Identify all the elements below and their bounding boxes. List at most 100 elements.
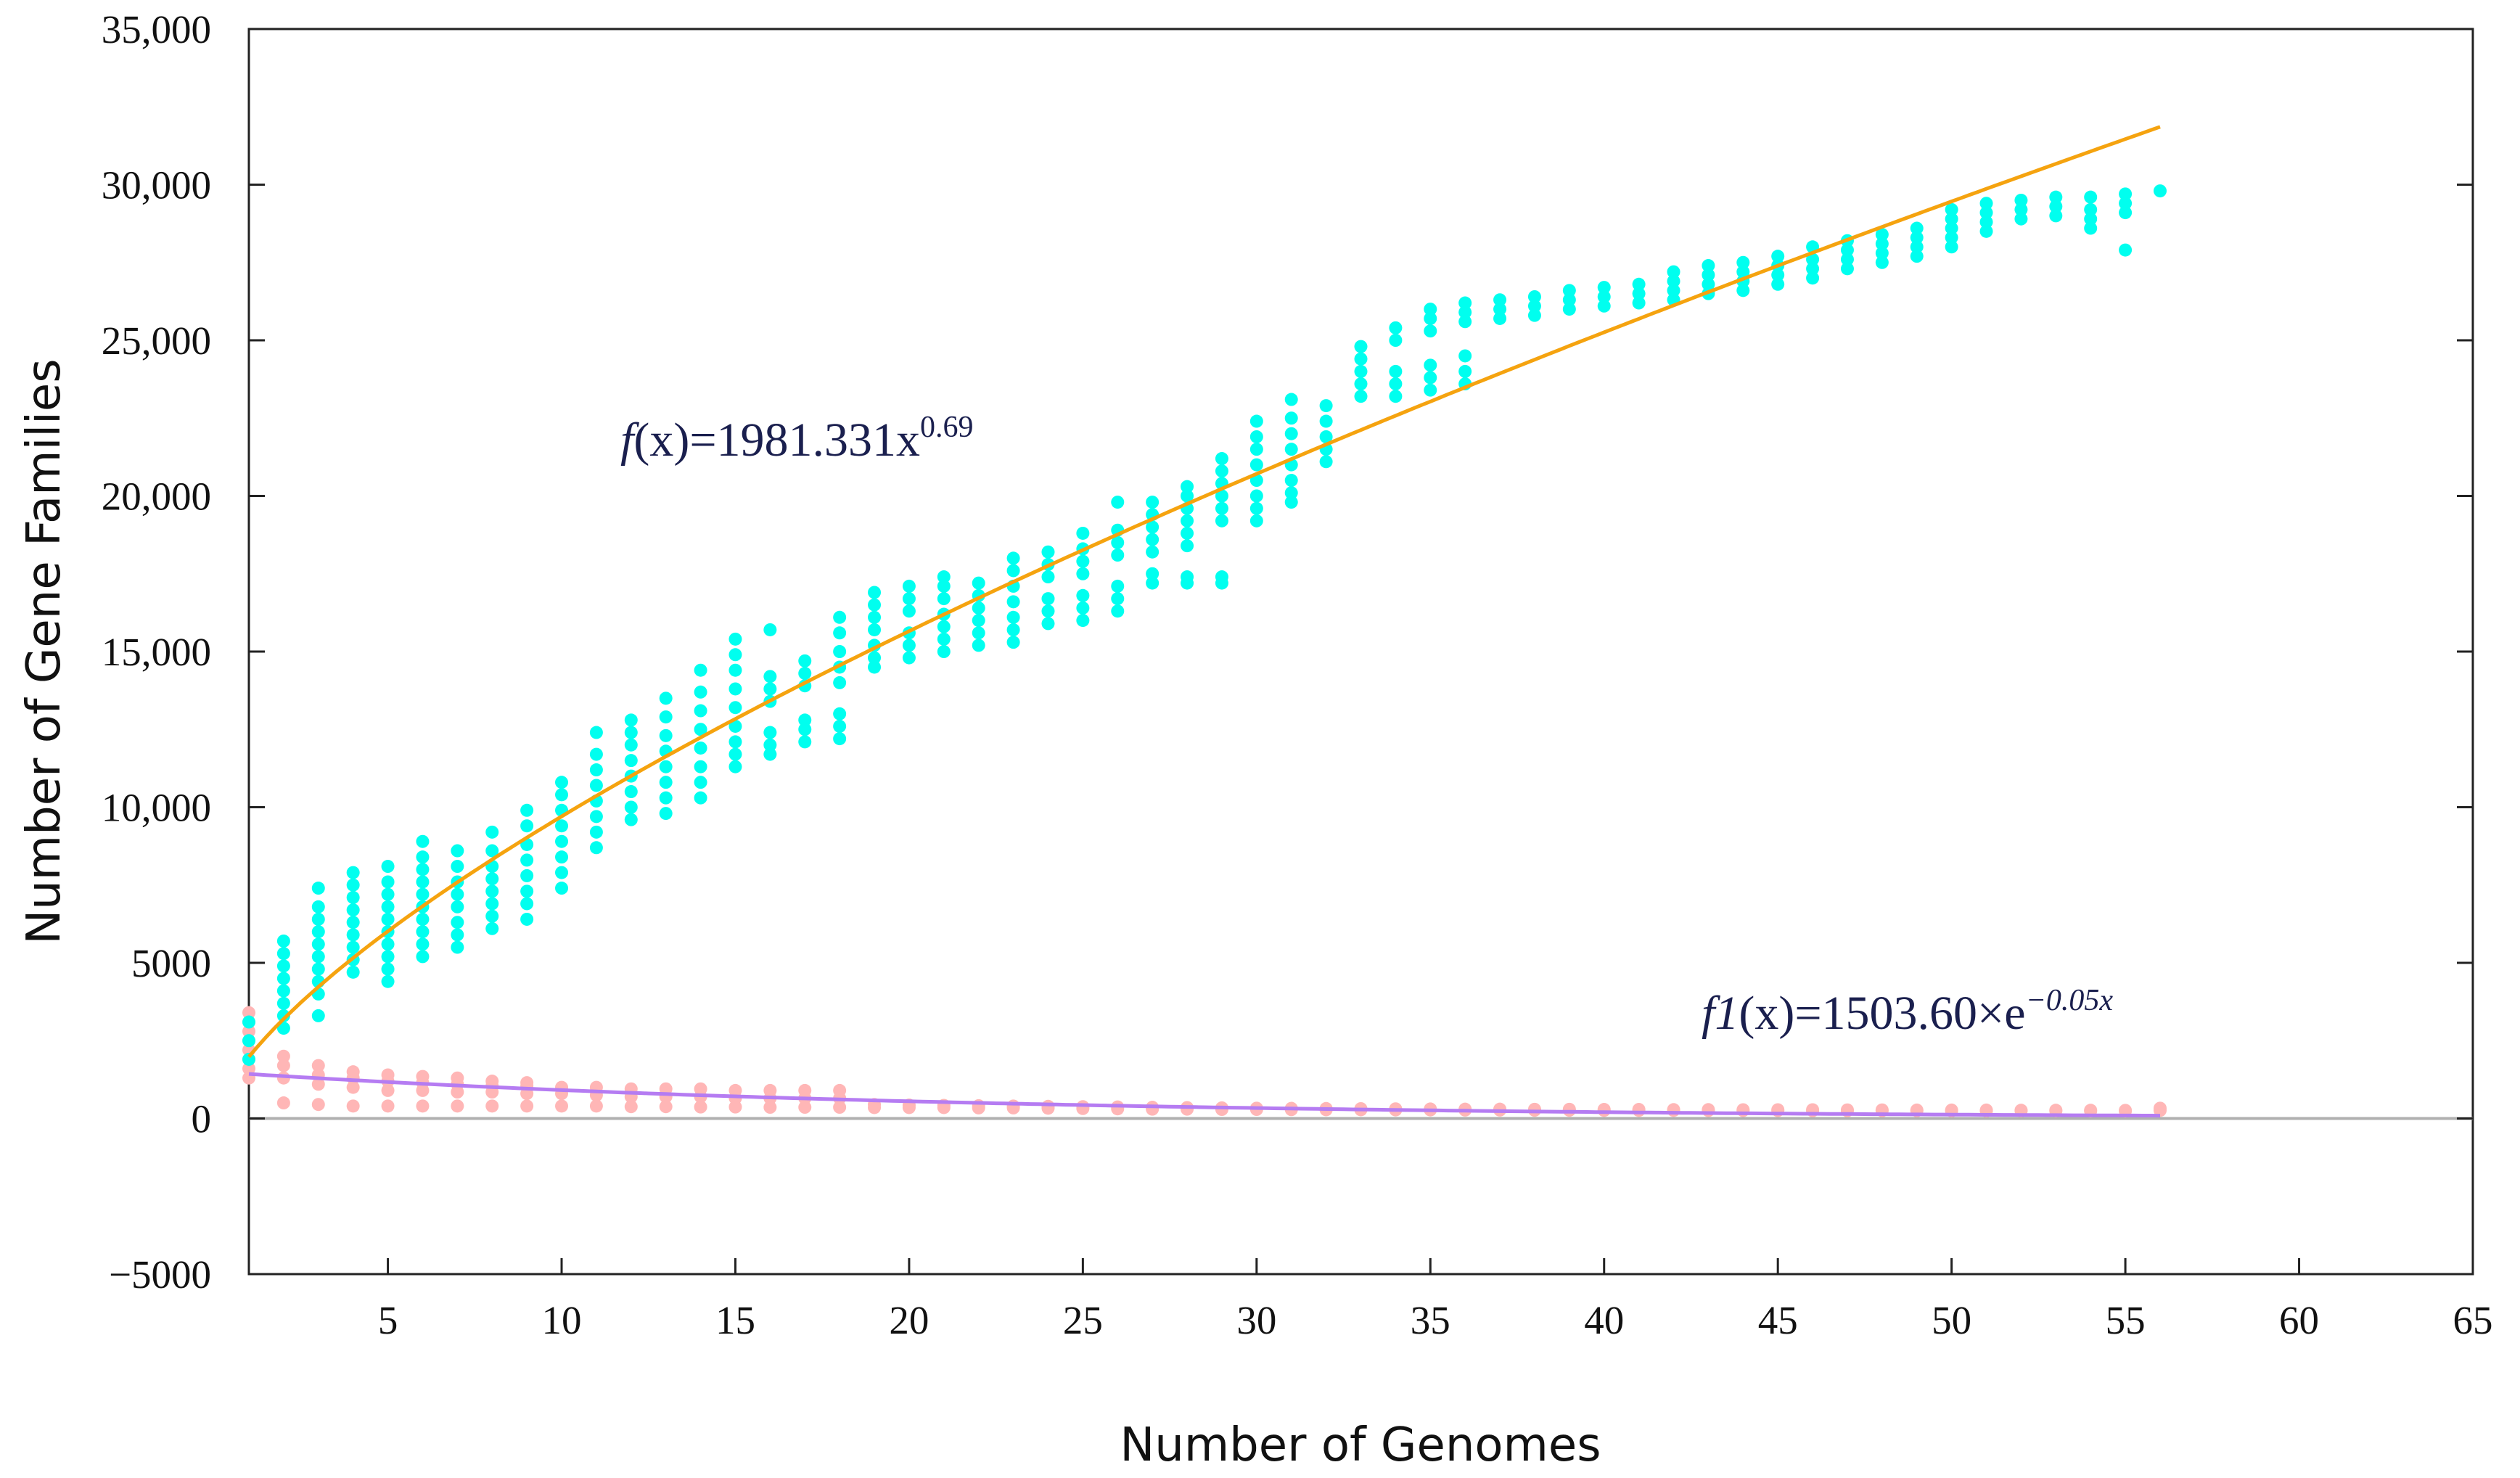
pan-point xyxy=(589,825,603,839)
pan-point xyxy=(1597,299,1611,313)
pan-point xyxy=(1458,349,1472,363)
pan-point xyxy=(694,663,707,677)
pan-point xyxy=(276,996,290,1010)
pan-point xyxy=(520,912,534,926)
pan-point xyxy=(763,726,777,739)
core-point xyxy=(763,1083,777,1097)
pan-point xyxy=(1562,293,1576,307)
pan-point xyxy=(1111,496,1125,509)
pan-point xyxy=(311,937,325,951)
pan-point xyxy=(728,747,742,761)
pan-point xyxy=(1424,324,1437,338)
pan-point xyxy=(346,928,360,942)
pan-point xyxy=(1632,287,1646,300)
pan-point xyxy=(1006,623,1020,636)
pan-point xyxy=(1493,303,1507,316)
pan-point xyxy=(1979,215,1993,229)
pan-point xyxy=(798,723,812,736)
pan-point xyxy=(555,819,569,833)
pan-point xyxy=(1667,265,1680,279)
pan-point xyxy=(833,676,847,689)
pan-point xyxy=(1389,377,1403,391)
pan-point xyxy=(694,704,707,718)
pan-point xyxy=(868,598,882,612)
pan-point xyxy=(937,579,951,593)
pan-point xyxy=(1215,570,1228,584)
pan-point xyxy=(1702,268,1715,282)
pan-point xyxy=(1146,496,1160,509)
pan-point xyxy=(659,776,673,789)
pan-point xyxy=(624,813,638,826)
pan-point xyxy=(1076,554,1090,568)
pan-point xyxy=(1840,262,1854,276)
pan-point xyxy=(1146,533,1160,546)
pan-point xyxy=(624,713,638,727)
pan-point xyxy=(1215,452,1228,466)
core-point xyxy=(624,1100,638,1114)
pan-point xyxy=(1284,393,1298,406)
pan-point xyxy=(1284,496,1298,509)
pan-point xyxy=(728,760,742,773)
pan-point xyxy=(1076,588,1090,602)
pan-point xyxy=(972,639,985,652)
pan-point xyxy=(1181,526,1194,540)
pan-point xyxy=(2119,187,2133,201)
pan-point xyxy=(1875,237,1889,251)
pan-point xyxy=(381,860,395,874)
pan-point xyxy=(555,866,569,879)
core-point xyxy=(346,1065,360,1079)
core-point xyxy=(1006,1099,1020,1113)
pan-point xyxy=(1562,284,1576,297)
pan-point xyxy=(1284,411,1298,425)
pan-point xyxy=(659,807,673,821)
pan-point xyxy=(242,1034,255,1048)
pan-point xyxy=(659,691,673,705)
x-tick-label: 45 xyxy=(1758,1298,1798,1342)
core-eq-prefix: f1 xyxy=(1702,987,1739,1040)
pan-point xyxy=(902,579,916,593)
pan-point xyxy=(2014,193,2028,207)
pan-point xyxy=(1875,246,1889,260)
core-point xyxy=(485,1075,499,1088)
pan-point xyxy=(1702,259,1715,273)
pan-point xyxy=(416,937,430,951)
pan-point xyxy=(520,869,534,882)
pan-point xyxy=(1771,268,1785,282)
pan-point xyxy=(276,959,290,973)
pan-point xyxy=(1319,430,1333,443)
pan-point xyxy=(1389,364,1403,378)
pan-point xyxy=(1041,617,1055,631)
y-tick-label: −5000 xyxy=(109,1252,211,1297)
pan-point xyxy=(1284,486,1298,500)
core-point xyxy=(451,1071,464,1085)
pan-point xyxy=(1249,458,1263,472)
core-point xyxy=(520,1076,534,1090)
x-tick-label: 25 xyxy=(1063,1298,1103,1342)
pan-point xyxy=(520,897,534,911)
pan-point xyxy=(276,972,290,985)
pan-point xyxy=(1979,197,1993,210)
pan-point xyxy=(555,834,569,848)
pan-point xyxy=(694,760,707,773)
pan-point xyxy=(1111,549,1125,562)
pan-point xyxy=(311,925,325,939)
pan-point xyxy=(1146,520,1160,534)
pan-point xyxy=(763,670,777,683)
pan-point xyxy=(416,875,430,889)
pan-point xyxy=(868,651,882,665)
pan-point xyxy=(381,912,395,926)
pan-point xyxy=(485,872,499,886)
core-point xyxy=(346,1080,360,1094)
pan-point xyxy=(346,916,360,929)
pan-point xyxy=(659,710,673,724)
pan-point xyxy=(1389,334,1403,347)
pan-point xyxy=(381,950,395,964)
pan-point xyxy=(902,639,916,652)
pan-point xyxy=(972,576,985,590)
pan-point xyxy=(1146,576,1160,590)
plot-frame xyxy=(247,28,2474,1276)
pan-point xyxy=(311,912,325,926)
core-point xyxy=(416,1070,430,1083)
pan-point xyxy=(416,863,430,876)
x-axis: 5 10 15 20 25 30 35 40 45 50 55 60 65 xyxy=(378,1258,2493,1342)
